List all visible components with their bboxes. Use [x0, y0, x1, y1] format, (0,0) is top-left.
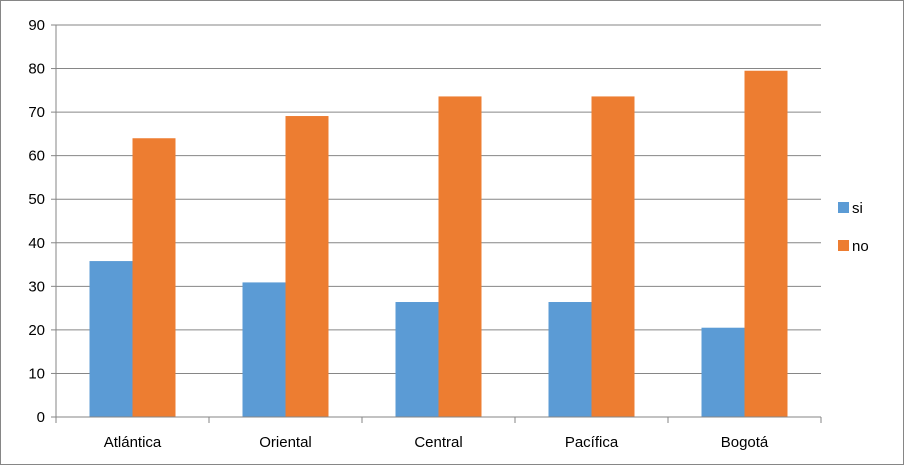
y-tick-label: 80: [28, 61, 45, 78]
y-tick-labels: 0 10 20 30 40 50 60 70 80 90: [28, 17, 45, 426]
y-tick-label: 50: [28, 191, 45, 208]
bar-si-3: [548, 302, 592, 417]
y-tick-label: 90: [28, 17, 45, 34]
y-tick-label: 60: [28, 148, 45, 165]
x-tick-labels: Atlántica Oriental Central Pacífica Bogotá: [104, 434, 769, 451]
x-tick-label: Central: [414, 434, 462, 451]
x-tick-label: Bogotá: [721, 434, 769, 451]
x-tick-label: Pacífica: [565, 434, 619, 451]
bars: [89, 70, 788, 417]
y-tick-label: 70: [28, 104, 45, 121]
bar-no-1: [285, 116, 329, 417]
bar-no-0: [132, 138, 176, 417]
legend-swatch-si: [838, 202, 849, 213]
bar-si-2: [395, 302, 439, 417]
x-tick-label: Atlántica: [104, 434, 162, 451]
bar-no-4: [744, 70, 788, 417]
y-tick-label: 30: [28, 278, 45, 295]
axes: [51, 24, 822, 423]
y-tick-label: 10: [28, 365, 45, 382]
legend: si no: [838, 200, 869, 255]
bar-no-3: [591, 96, 635, 417]
bar-si-0: [89, 261, 133, 417]
y-tick-label: 20: [28, 322, 45, 339]
legend-label-si: si: [852, 200, 863, 217]
bar-no-2: [438, 96, 482, 417]
y-tick-label: 0: [37, 409, 45, 426]
bar-si-4: [701, 327, 745, 417]
y-tick-label: 40: [28, 235, 45, 252]
bar-si-1: [242, 282, 286, 417]
x-tick-label: Oriental: [259, 434, 312, 451]
legend-swatch-no: [838, 240, 849, 251]
legend-label-no: no: [852, 238, 869, 255]
